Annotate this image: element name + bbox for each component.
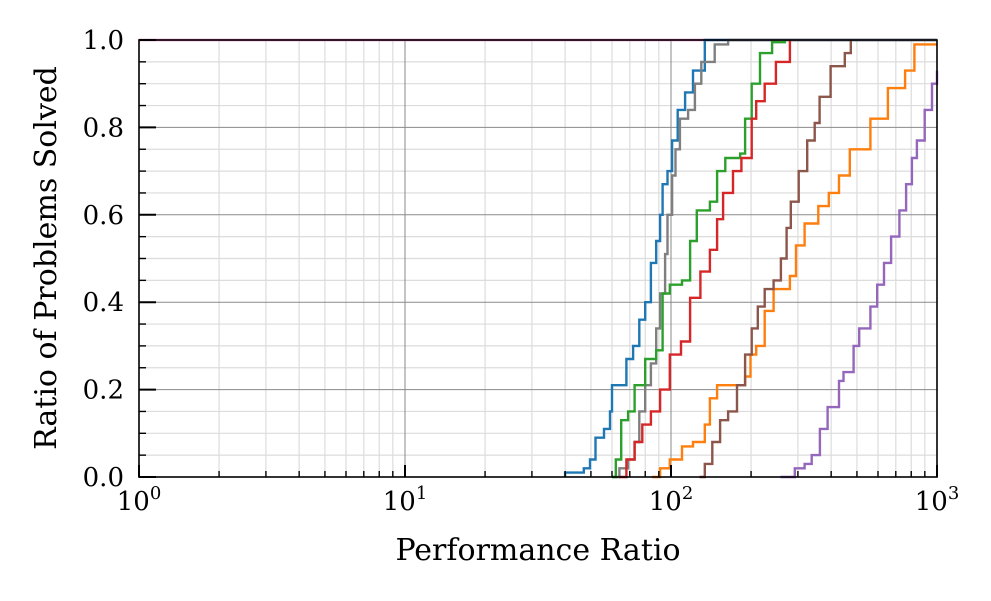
y-tick-label: 0.0 xyxy=(83,463,124,493)
series-line-purple xyxy=(780,70,939,479)
major-grid xyxy=(138,39,938,478)
y-axis-title: Ratio of Problems Solved xyxy=(29,66,64,450)
series-line-green xyxy=(612,40,787,479)
series-line-red xyxy=(619,40,792,479)
x-tick-label: 103 xyxy=(915,483,960,517)
y-tick-label: 0.8 xyxy=(83,113,124,143)
x-tick-label: 100 xyxy=(117,483,162,517)
axis-ticks xyxy=(138,39,938,478)
x-tick-labels: 100 101 102 103 xyxy=(117,483,960,517)
y-tick-labels: 0.0 0.2 0.4 0.6 0.8 1.0 xyxy=(83,26,124,493)
x-axis-title: Performance Ratio xyxy=(395,533,680,568)
x-tick-label: 102 xyxy=(649,483,694,517)
y-tick-label: 0.2 xyxy=(83,376,124,406)
y-tick-label: 0.4 xyxy=(83,288,124,318)
y-tick-label: 1.0 xyxy=(83,26,124,56)
series-line-brown xyxy=(699,40,852,479)
series-line-orange xyxy=(652,43,937,479)
minor-grid xyxy=(139,40,937,477)
y-tick-label: 0.6 xyxy=(83,201,124,231)
x-tick-label: 101 xyxy=(383,483,428,517)
series-line-blue xyxy=(563,38,937,477)
